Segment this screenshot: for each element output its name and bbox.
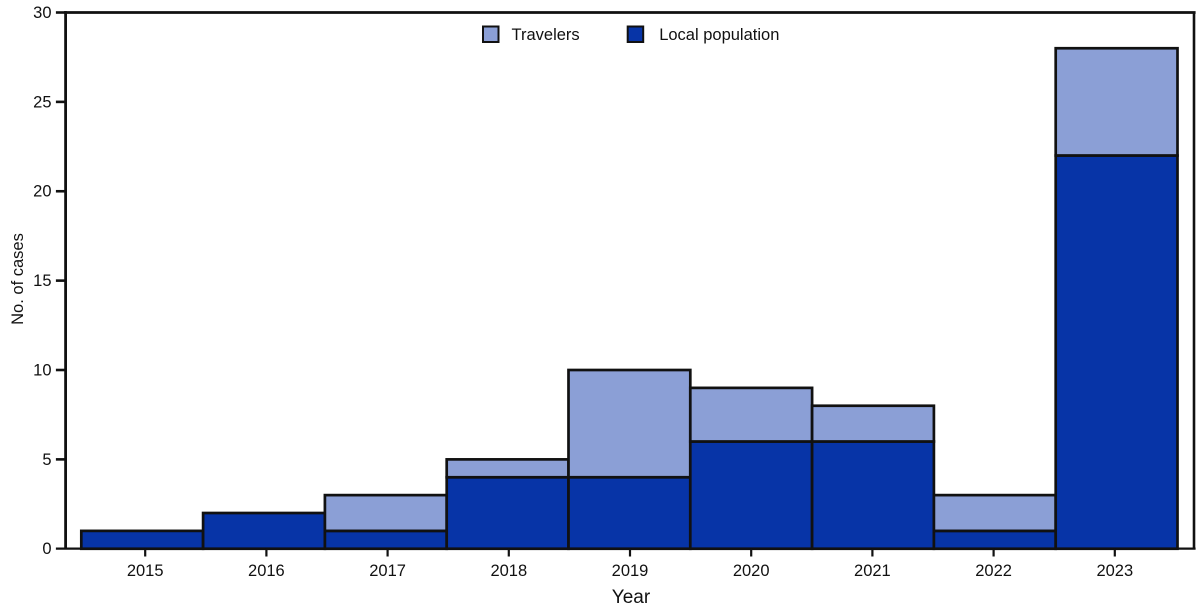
- svg-text:2018: 2018: [490, 562, 527, 580]
- svg-text:2019: 2019: [612, 562, 649, 580]
- svg-text:Travelers: Travelers: [512, 26, 580, 44]
- svg-text:No. of cases: No. of cases: [9, 233, 27, 325]
- svg-text:2022: 2022: [975, 562, 1012, 580]
- svg-text:10: 10: [33, 361, 51, 379]
- svg-text:2020: 2020: [733, 562, 770, 580]
- svg-text:25: 25: [33, 93, 51, 111]
- svg-text:2015: 2015: [127, 562, 164, 580]
- svg-text:2017: 2017: [369, 562, 406, 580]
- svg-text:5: 5: [42, 451, 51, 469]
- svg-text:0: 0: [42, 540, 51, 558]
- svg-text:2016: 2016: [248, 562, 285, 580]
- svg-text:20: 20: [33, 183, 51, 201]
- svg-text:Year: Year: [612, 587, 651, 608]
- svg-text:2023: 2023: [1096, 562, 1133, 580]
- svg-text:2021: 2021: [854, 562, 891, 580]
- svg-text:30: 30: [33, 4, 51, 22]
- svg-text:Local population: Local population: [659, 26, 779, 44]
- svg-text:15: 15: [33, 272, 51, 290]
